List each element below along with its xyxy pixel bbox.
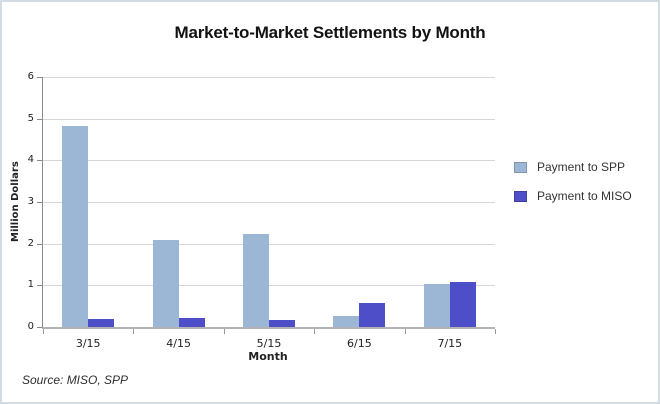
y-tick-mark [37,202,42,203]
x-tick-mark [43,329,44,334]
y-tick-label: 3 [27,196,34,207]
x-tick-label: 7/15 [437,337,463,350]
legend-label-payment-to-spp: Payment to SPP [537,160,626,174]
x-tick-mark [133,329,135,334]
bar-payment-to-spp-4-15 [152,240,179,327]
legend-swatch-payment-to-miso [514,190,527,202]
gridline [43,202,495,203]
x-tick-mark [314,329,316,334]
y-tick-mark [37,243,42,245]
bar-payment-to-miso-7-15 [449,282,476,327]
x-tick-mark [404,329,406,334]
y-tick-label: 0 [27,321,34,332]
x-tick-mark [495,329,496,334]
legend: Payment to SPP Payment to MISO [514,160,632,218]
x-tick-label: 3/15 [75,337,101,350]
gridline [43,160,495,162]
bar-payment-to-spp-5-15 [243,233,269,327]
x-axis-label: Month [248,350,288,363]
legend-swatch-payment-to-spp [514,161,527,173]
plot-area: 0 1 2 3 4 5 6 3/15 4/15 5/15 6/15 7/15 [28,71,496,350]
legend-label-payment-to-miso: Payment to MISO [537,189,632,203]
gridline [43,77,495,78]
x-tick-label: 6/15 [347,337,372,350]
legend-item-payment-to-miso: Payment to MISO [514,189,632,203]
bar-payment-to-miso-3-15 [88,318,115,327]
bar-payment-to-miso-6-15 [359,302,386,327]
gridline [43,285,495,287]
gridline [43,118,495,120]
bar-payment-to-miso-5-15 [269,320,295,327]
y-tick-label: 2 [27,237,34,249]
bar-payment-to-miso-4-15 [178,318,205,327]
y-tick-label: 4 [27,154,34,166]
y-tick-mark [37,160,42,162]
x-tick-mark [223,329,225,334]
y-tick-label: 1 [27,279,34,291]
y-tick-label: 6 [27,71,34,82]
bar-payment-to-spp-3-15 [62,126,89,327]
y-tick-label: 5 [27,112,34,124]
y-tick-mark [37,285,42,287]
legend-item-payment-to-spp: Payment to SPP [514,160,632,174]
chart-title: Market-to-Market Settlements by Month [174,23,486,42]
x-tick-label: 4/15 [166,337,191,350]
source-note: Source: MISO, SPP [22,373,129,387]
y-tick-mark [37,77,42,78]
x-tick-label: 5/15 [256,337,282,350]
gridline [43,243,495,245]
bar-payment-to-spp-6-15 [333,315,360,327]
bar-payment-to-spp-7-15 [423,284,450,327]
y-tick-mark [37,327,42,328]
y-tick-mark [37,118,42,120]
